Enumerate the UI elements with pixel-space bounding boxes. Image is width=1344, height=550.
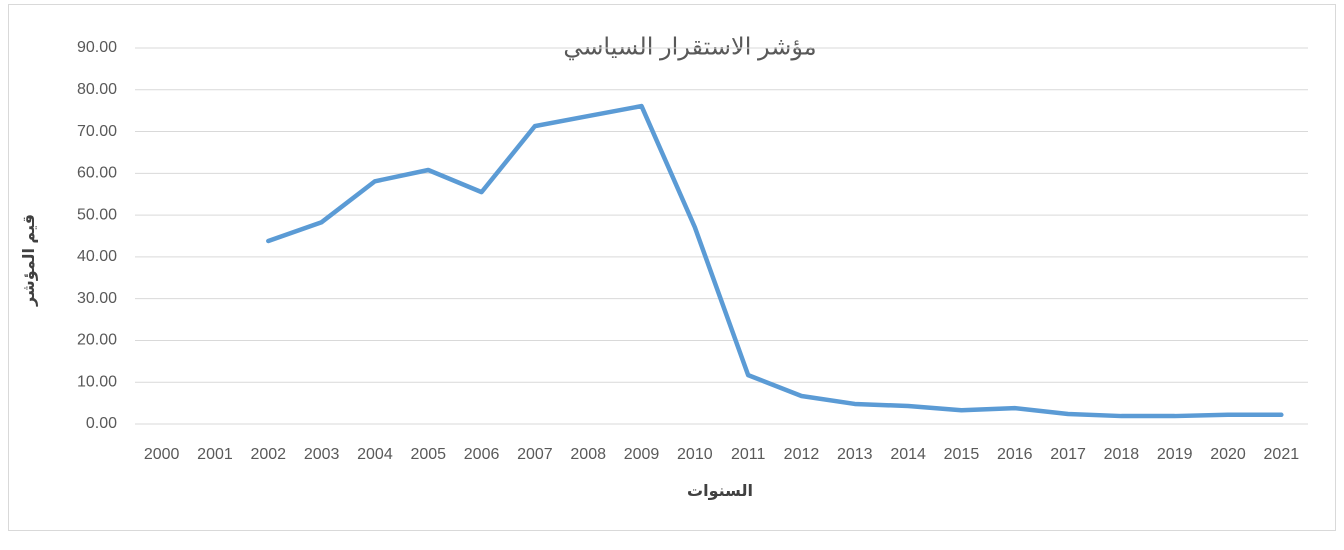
x-tick-label: 2011 [731,446,766,463]
x-tick-label: 2010 [677,446,713,463]
x-tick-label: 2021 [1264,446,1300,463]
x-tick-label: 2020 [1210,446,1246,463]
line-series [266,103,1284,419]
y-tick-label: 30.00 [77,290,117,307]
x-tick-label: 2016 [997,446,1033,463]
x-tick-label: 2007 [517,446,553,463]
x-tick-label: 2002 [250,446,286,463]
x-tick-label: 2013 [837,446,873,463]
x-tick-label: 2017 [1050,446,1086,463]
x-axis-label: السنوات [687,483,753,500]
chart-title: مؤشر الاستقرار السياسي [563,33,816,60]
y-tick-label: 80.00 [77,81,117,98]
y-tick-label: 90.00 [77,39,117,56]
x-tick-label: 2015 [944,446,980,463]
x-tick-label: 2019 [1157,446,1193,463]
x-tick-label: 2005 [410,446,446,463]
y-tick-label: 70.00 [77,123,117,140]
x-tick-label: 2000 [144,446,180,463]
y-tick-label: 40.00 [77,248,117,265]
y-axis-label: قيم المؤشر [21,214,38,307]
x-tick-label: 2001 [197,446,233,463]
chart-border [8,4,1336,531]
y-tick-label: 50.00 [77,206,117,223]
x-tick-label: 2018 [1104,446,1140,463]
x-tick-label: 2014 [890,446,926,463]
x-tick-label: 2008 [570,446,606,463]
x-tick-label: 2003 [304,446,340,463]
y-tick-label: 20.00 [77,332,117,349]
x-tick-label: 2009 [624,446,660,463]
y-tick-label: 10.00 [77,373,117,390]
y-tick-label: 0.00 [86,415,117,432]
x-tick-label: 2004 [357,446,393,463]
x-tick-label: 2006 [464,446,500,463]
y-tick-label: 60.00 [77,165,117,182]
x-tick-label: 2012 [784,446,820,463]
